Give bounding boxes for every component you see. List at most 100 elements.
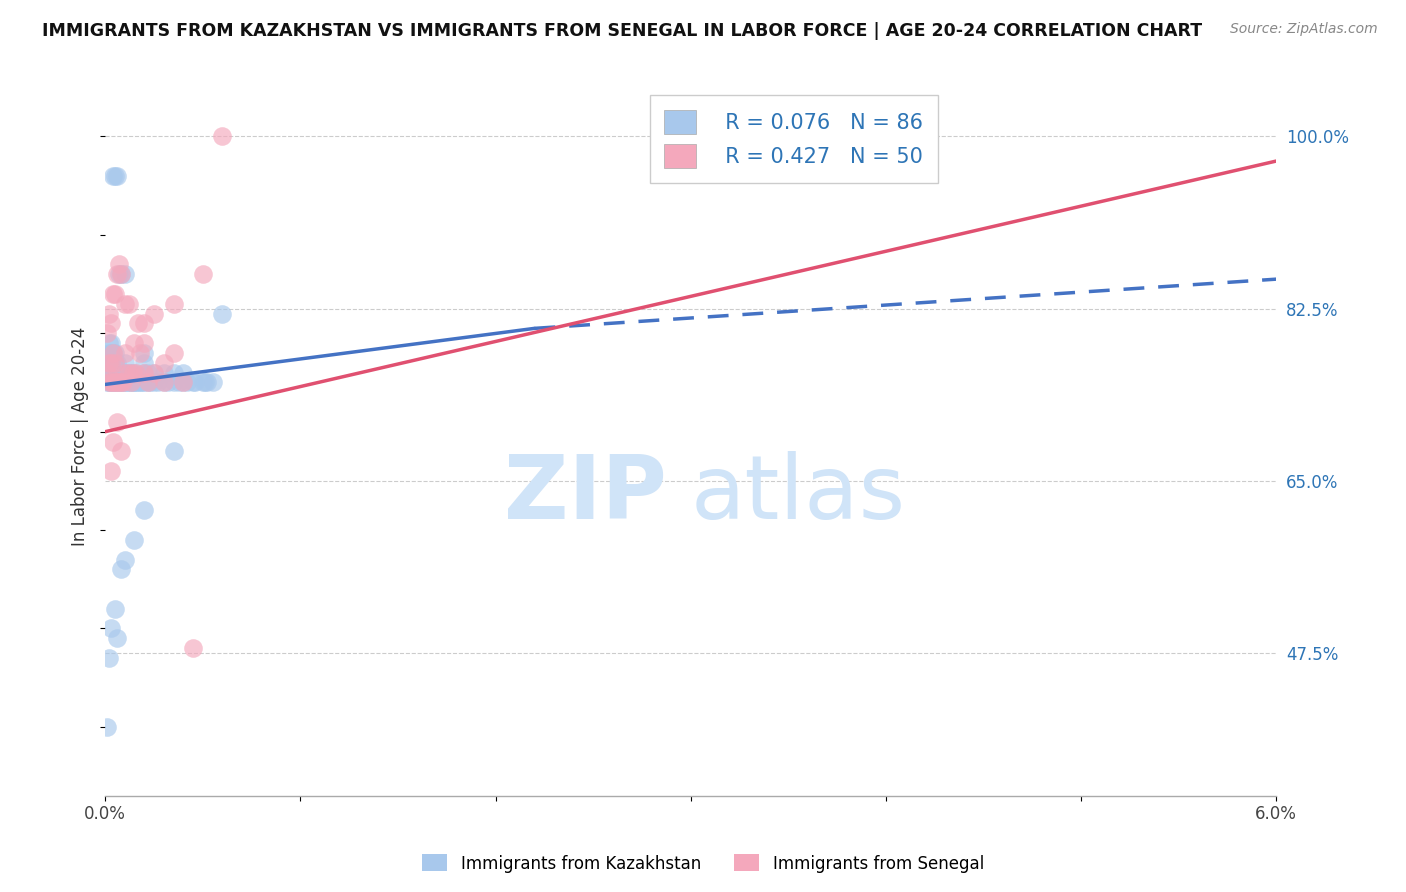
Point	[98, 376, 121, 390]
Point	[127, 376, 149, 390]
Text: IMMIGRANTS FROM KAZAKHSTAN VS IMMIGRANTS FROM SENEGAL IN LABOR FORCE | AGE 20-24: IMMIGRANTS FROM KAZAKHSTAN VS IMMIGRANTS…	[42, 22, 1202, 40]
Point	[114, 552, 136, 566]
Point	[195, 376, 218, 390]
Point	[129, 376, 152, 390]
Point	[98, 356, 121, 370]
Point	[100, 346, 122, 360]
Point	[152, 376, 174, 390]
Point	[98, 651, 121, 665]
Point	[104, 356, 127, 370]
Point	[101, 287, 124, 301]
Point	[136, 376, 159, 390]
Point	[114, 267, 136, 281]
Point	[121, 366, 143, 380]
Point	[124, 376, 146, 390]
Point	[124, 533, 146, 547]
Point	[101, 169, 124, 183]
Point	[104, 602, 127, 616]
Point	[96, 326, 118, 341]
Point	[134, 503, 156, 517]
Point	[134, 366, 156, 380]
Point	[120, 366, 142, 380]
Point	[134, 336, 156, 351]
Point	[194, 376, 217, 390]
Point	[134, 366, 156, 380]
Point	[105, 356, 128, 370]
Point	[100, 376, 122, 390]
Point	[152, 356, 174, 370]
Point	[104, 346, 127, 360]
Point	[191, 267, 214, 281]
Point	[211, 129, 233, 144]
Point	[134, 346, 156, 360]
Point	[136, 366, 159, 380]
Point	[181, 641, 204, 656]
Point	[162, 366, 184, 380]
Point	[131, 376, 153, 390]
Point	[120, 376, 142, 390]
Point	[110, 267, 132, 281]
Point	[134, 317, 156, 331]
Point	[105, 632, 128, 646]
Point	[156, 376, 179, 390]
Point	[121, 376, 143, 390]
Point	[162, 297, 184, 311]
Point	[162, 444, 184, 458]
Point	[108, 366, 131, 380]
Point	[108, 376, 131, 390]
Point	[114, 356, 136, 370]
Point	[104, 356, 127, 370]
Point	[152, 376, 174, 390]
Point	[134, 376, 156, 390]
Point	[101, 376, 124, 390]
Point	[96, 366, 118, 380]
Point	[110, 444, 132, 458]
Point	[172, 376, 194, 390]
Point	[162, 376, 184, 390]
Point	[98, 336, 121, 351]
Point	[98, 366, 121, 380]
Point	[117, 366, 139, 380]
Point	[101, 434, 124, 449]
Point	[136, 376, 159, 390]
Point	[100, 356, 122, 370]
Point	[101, 376, 124, 390]
Text: atlas: atlas	[690, 450, 905, 538]
Point	[211, 307, 233, 321]
Point	[98, 376, 121, 390]
Legend: Immigrants from Kazakhstan, Immigrants from Senegal: Immigrants from Kazakhstan, Immigrants f…	[416, 847, 990, 880]
Point	[191, 376, 214, 390]
Point	[105, 415, 128, 429]
Point	[104, 376, 127, 390]
Point	[201, 376, 224, 390]
Point	[143, 366, 166, 380]
Point	[100, 622, 122, 636]
Point	[111, 376, 134, 390]
Point	[110, 562, 132, 576]
Point	[110, 267, 132, 281]
Point	[108, 257, 131, 271]
Point	[111, 366, 134, 380]
Point	[169, 376, 191, 390]
Point	[108, 267, 131, 281]
Point	[143, 307, 166, 321]
Point	[181, 376, 204, 390]
Point	[114, 366, 136, 380]
Y-axis label: In Labor Force | Age 20-24: In Labor Force | Age 20-24	[72, 327, 89, 546]
Point	[117, 366, 139, 380]
Text: Source: ZipAtlas.com: Source: ZipAtlas.com	[1230, 22, 1378, 37]
Point	[104, 376, 127, 390]
Legend:   R = 0.076   N = 86,   R = 0.427   N = 50: R = 0.076 N = 86, R = 0.427 N = 50	[650, 95, 938, 183]
Point	[176, 376, 198, 390]
Point	[110, 376, 132, 390]
Point	[101, 366, 124, 380]
Point	[100, 366, 122, 380]
Point	[143, 366, 166, 380]
Point	[162, 346, 184, 360]
Point	[101, 346, 124, 360]
Point	[124, 366, 146, 380]
Point	[100, 376, 122, 390]
Point	[100, 356, 122, 370]
Point	[104, 287, 127, 301]
Point	[111, 376, 134, 390]
